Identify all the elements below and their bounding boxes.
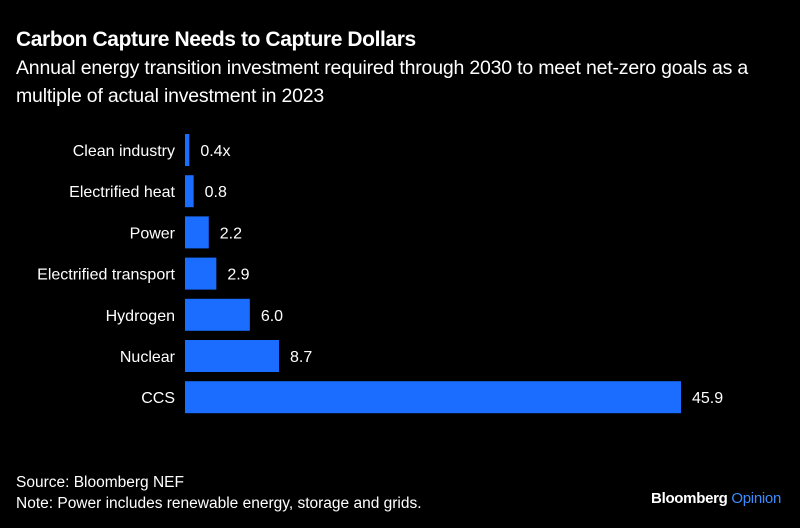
source-note: Source: Bloomberg NEF xyxy=(16,474,184,491)
category-label: Electrified heat xyxy=(69,184,175,201)
footer: Source: Bloomberg NEF Note: Power includ… xyxy=(16,472,422,514)
value-label: 8.7 xyxy=(290,349,312,366)
category-label: Hydrogen xyxy=(106,308,175,325)
chart-subtitle: Annual energy transition investment requ… xyxy=(16,57,749,107)
category-label: Clean industry xyxy=(73,143,175,160)
value-label: 45.9 xyxy=(692,390,723,407)
brand-section: Opinion xyxy=(731,490,781,507)
category-label: Nuclear xyxy=(120,349,176,366)
category-label: Electrified transport xyxy=(37,267,175,284)
value-label: 0.4x xyxy=(200,143,230,160)
footnote: Note: Power includes renewable energy, s… xyxy=(16,495,422,512)
value-label: 0.8 xyxy=(205,184,227,201)
category-label: Power xyxy=(130,225,176,242)
bar-chart: Clean industry 0.4x Electrified heat 0.8 Pow… xyxy=(37,134,723,414)
category-label: CCS xyxy=(141,390,175,407)
bar xyxy=(185,381,681,414)
bar xyxy=(185,298,250,331)
bar xyxy=(185,134,190,166)
bar xyxy=(185,175,194,208)
bar xyxy=(185,216,209,249)
value-label: 2.2 xyxy=(220,225,242,242)
brand-name: Bloomberg xyxy=(651,490,728,507)
brand-logo: Bloomberg Opinion xyxy=(651,490,781,507)
chart-title: Carbon Capture Needs to Capture Dollars xyxy=(16,28,416,51)
value-label: 6.0 xyxy=(261,308,283,325)
bar xyxy=(185,340,280,372)
bar xyxy=(185,257,217,290)
value-label: 2.9 xyxy=(227,267,249,284)
